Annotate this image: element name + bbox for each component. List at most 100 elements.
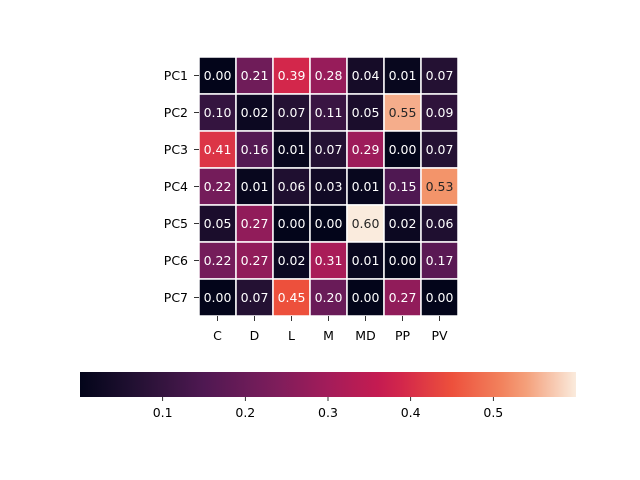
cell-value-labels: 0.00 0.21 0.39 0.28 0.04 0.01 0.07 0.10 0.02 0.07… [204,68,454,305]
heatmap-cell [198,130,237,169]
cell-value-label: 0.27 [389,290,417,305]
cell-value-label: 0.45 [278,290,306,305]
heatmap-cell [198,278,237,317]
cell-value-label: 0.22 [204,179,232,194]
heatmap-cell [309,130,348,169]
heatmap-cell [383,241,422,280]
cell-value-label: 0.07 [278,105,306,120]
cell-value-label: 0.00 [426,290,454,305]
heatmap-cell [235,167,274,206]
heatmap-cell [383,93,422,132]
cell-value-label: 0.07 [426,68,454,83]
heatmap-cell [420,241,459,280]
heatmap-cell [420,278,459,317]
cell-value-label: 0.00 [352,290,380,305]
cell-value-label: 0.21 [241,68,269,83]
cell-value-label: 0.01 [352,179,380,194]
column-label: D [250,328,260,343]
heatmap-cell [346,167,385,206]
heatmap-cell [272,167,311,206]
colorbar-ticks: 0.1 0.2 0.3 0.4 0.5 [153,397,503,420]
cell-value-label: 0.00 [278,216,306,231]
heatmap-cell [235,56,274,95]
cell-value-label: 0.01 [389,68,417,83]
column-label: C [213,328,222,343]
row-tick-labels: PC1 PC2 PC3 PC4 PC5 PC6 PC7 [164,68,199,305]
cell-value-label: 0.05 [204,216,232,231]
column-label: PV [431,328,448,343]
row-label: PC1 [164,68,188,83]
cell-value-label: 0.01 [278,142,306,157]
column-label: PP [395,328,411,343]
colorbar-tick-label: 0.2 [235,405,255,420]
row-label: PC2 [164,105,188,120]
row-label: PC5 [164,216,188,231]
heatmap-cell [235,278,274,317]
cell-value-label: 0.17 [426,253,454,268]
cell-value-label: 0.05 [352,105,380,120]
heatmap-grid [198,56,459,317]
heatmap-cell [235,130,274,169]
cell-value-label: 0.09 [426,105,454,120]
heatmap-cell [272,130,311,169]
cell-value-label: 0.27 [241,216,269,231]
heatmap-cell [272,56,311,95]
heatmap-cell [420,93,459,132]
row-label: PC4 [164,179,188,194]
cell-value-label: 0.29 [352,142,380,157]
cell-value-label: 0.01 [352,253,380,268]
colorbar: 0.1 0.2 0.3 0.4 0.5 [80,372,576,420]
cell-value-label: 0.02 [241,105,269,120]
cell-value-label: 0.53 [426,179,454,194]
heatmap-cell [309,241,348,280]
column-label: M [323,328,334,343]
cell-value-label: 0.06 [278,179,306,194]
heatmap-cell [383,278,422,317]
heatmap-cell [272,93,311,132]
cell-value-label: 0.02 [389,216,417,231]
cell-value-label: 0.31 [315,253,343,268]
cell-value-label: 0.00 [389,142,417,157]
cell-value-label: 0.39 [278,68,306,83]
colorbar-tick-label: 0.5 [483,405,503,420]
cell-value-label: 0.41 [204,142,232,157]
cell-value-label: 0.04 [352,68,380,83]
cell-value-label: 0.60 [352,216,380,231]
cell-value-label: 0.28 [315,68,343,83]
cell-value-label: 0.07 [241,290,269,305]
cell-value-label: 0.03 [315,179,343,194]
colorbar-tick-label: 0.1 [153,405,173,420]
row-label: PC6 [164,253,188,268]
heatmap-cell [346,130,385,169]
heatmap-cell [420,130,459,169]
cell-value-label: 0.15 [389,179,417,194]
colorbar-tick-label: 0.3 [318,405,338,420]
column-label: L [288,328,295,343]
row-label: PC3 [164,142,188,157]
cell-value-label: 0.11 [315,105,343,120]
cell-value-label: 0.10 [204,105,232,120]
row-label: PC7 [164,290,188,305]
colorbar-gradient [80,372,576,397]
column-tick-labels: C D L M MD PP PV [213,316,448,343]
heatmap-cell [198,56,237,95]
cell-value-label: 0.07 [426,142,454,157]
cell-value-label: 0.22 [204,253,232,268]
heatmap-cell [309,167,348,206]
heatmap-cell [420,56,459,95]
cell-value-label: 0.00 [389,253,417,268]
cell-value-label: 0.20 [315,290,343,305]
cell-value-label: 0.00 [315,216,343,231]
cell-value-label: 0.16 [241,142,269,157]
cell-value-label: 0.27 [241,253,269,268]
cell-value-label: 0.00 [204,68,232,83]
cell-value-label: 0.07 [315,142,343,157]
colorbar-tick-label: 0.4 [401,405,421,420]
cell-value-label: 0.01 [241,179,269,194]
heatmap-cell [420,167,459,206]
cell-value-label: 0.55 [389,105,417,120]
cell-value-label: 0.06 [426,216,454,231]
cell-value-label: 0.02 [278,253,306,268]
column-label: MD [355,328,375,343]
